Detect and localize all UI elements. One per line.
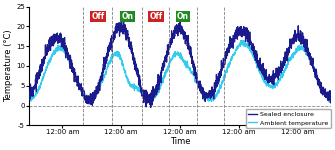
Text: Off: Off xyxy=(149,12,162,21)
X-axis label: Time: Time xyxy=(170,137,190,146)
Text: On: On xyxy=(121,12,133,21)
Text: Off: Off xyxy=(91,12,105,21)
Y-axis label: Temperature (°C): Temperature (°C) xyxy=(4,30,13,102)
Text: On: On xyxy=(177,12,189,21)
Legend: Sealed enclosure, Ambient temperature: Sealed enclosure, Ambient temperature xyxy=(246,109,331,128)
